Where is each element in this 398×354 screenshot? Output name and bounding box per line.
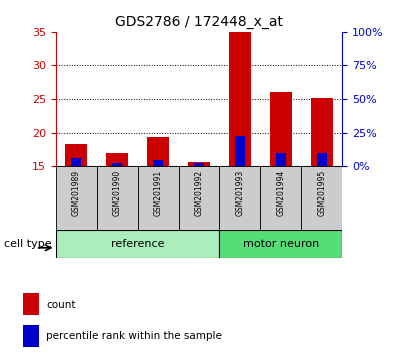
- Text: GSM201993: GSM201993: [236, 170, 244, 216]
- Bar: [317, 153, 327, 166]
- Bar: [219, 166, 260, 230]
- Bar: [97, 166, 138, 230]
- Text: cell type: cell type: [4, 239, 52, 249]
- Bar: [138, 166, 179, 230]
- Bar: [106, 153, 129, 166]
- Bar: [229, 32, 251, 166]
- Text: GSM201992: GSM201992: [195, 170, 203, 216]
- Bar: [71, 158, 81, 166]
- Bar: [235, 136, 245, 166]
- Bar: [188, 162, 210, 166]
- Bar: [276, 153, 286, 166]
- Bar: [147, 137, 169, 166]
- Bar: [219, 230, 342, 258]
- Text: reference: reference: [111, 239, 164, 249]
- Text: count: count: [46, 299, 76, 310]
- Bar: [23, 325, 39, 347]
- Bar: [269, 92, 292, 166]
- Bar: [194, 163, 204, 166]
- Title: GDS2786 / 172448_x_at: GDS2786 / 172448_x_at: [115, 16, 283, 29]
- Text: percentile rank within the sample: percentile rank within the sample: [46, 331, 222, 342]
- Text: GSM201989: GSM201989: [72, 170, 81, 216]
- Text: GSM201991: GSM201991: [154, 170, 162, 216]
- Bar: [310, 98, 333, 166]
- Bar: [153, 160, 163, 166]
- Bar: [179, 166, 219, 230]
- Bar: [301, 166, 342, 230]
- Text: motor neuron: motor neuron: [243, 239, 319, 249]
- Bar: [112, 163, 122, 166]
- Bar: [56, 166, 97, 230]
- Text: GSM201995: GSM201995: [317, 170, 326, 216]
- Text: GSM201990: GSM201990: [113, 170, 122, 216]
- Bar: [260, 166, 301, 230]
- Bar: [56, 230, 219, 258]
- Text: GSM201994: GSM201994: [276, 170, 285, 216]
- Bar: [65, 144, 88, 166]
- Bar: [23, 293, 39, 315]
